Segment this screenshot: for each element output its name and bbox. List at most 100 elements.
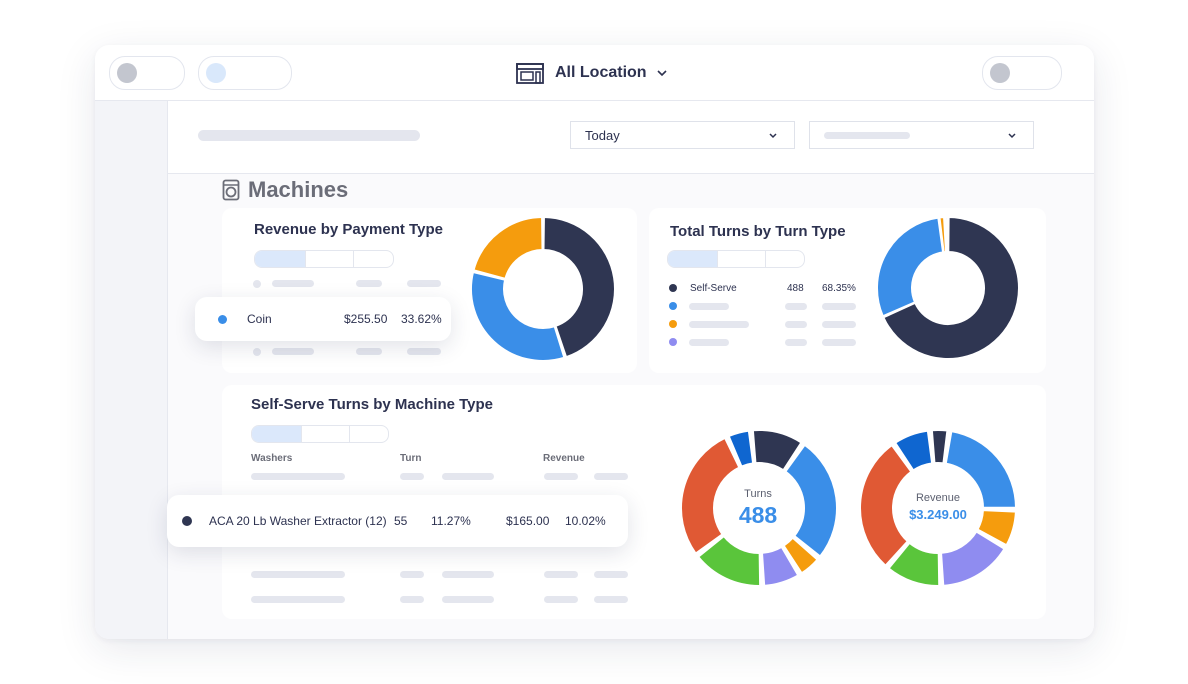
turns-donut-center: Turns 488 — [708, 488, 808, 529]
segment-1[interactable] — [255, 251, 306, 267]
segment-2[interactable] — [306, 251, 354, 267]
location-label: All Location — [555, 64, 647, 81]
segment-3[interactable] — [350, 426, 388, 442]
legend-count-placeholder — [785, 303, 807, 310]
legend-count-placeholder — [785, 339, 807, 346]
legend-dot — [253, 280, 261, 288]
date-select[interactable]: Today — [570, 121, 795, 149]
toggle-right[interactable] — [982, 56, 1062, 90]
row-placeholder — [544, 571, 578, 578]
donut-slice[interactable] — [887, 541, 941, 587]
turns-by-machine-donut — [680, 429, 838, 587]
donut-slice[interactable] — [944, 216, 949, 254]
machine-name: ACA 20 Lb Washer Extractor (12) — [209, 514, 387, 528]
donut-slice[interactable] — [697, 535, 762, 587]
segment-2[interactable] — [718, 251, 766, 267]
donut-slice[interactable] — [859, 444, 913, 567]
segment-3[interactable] — [354, 251, 393, 267]
chevron-down-icon — [1008, 133, 1016, 139]
legend-percent-placeholder — [407, 348, 441, 355]
legend-label-placeholder — [689, 303, 729, 310]
machine-revenue-percent: 10.02% — [565, 514, 606, 528]
section-heading: Machines — [222, 177, 348, 203]
legend-count-placeholder — [785, 321, 807, 328]
segment-1[interactable] — [668, 251, 718, 267]
row-placeholder — [251, 596, 345, 603]
turn-type-donut — [876, 216, 1020, 360]
row-placeholder — [400, 596, 424, 603]
legend-dot-self-serve — [669, 284, 677, 292]
row-placeholder — [400, 571, 424, 578]
revenue-donut-label: Revenue — [915, 492, 961, 504]
revenue-donut-value: $3.249.00 — [909, 507, 967, 522]
donut-slice[interactable] — [784, 443, 838, 558]
row-placeholder — [544, 596, 578, 603]
toggle-knob — [206, 63, 226, 83]
legend-amount-placeholder — [356, 348, 382, 355]
donut-slice[interactable] — [680, 436, 741, 555]
toggle-secondary[interactable] — [198, 56, 292, 90]
donut-slice[interactable] — [894, 429, 934, 472]
donut-slice[interactable] — [930, 429, 949, 465]
donut-slice[interactable] — [782, 536, 819, 575]
segmented-control[interactable] — [254, 250, 394, 268]
machine-turn-percent: 11.27% — [431, 514, 471, 528]
top-bar: All Location — [95, 45, 1094, 101]
donut-slice[interactable] — [940, 530, 1006, 587]
machine-revenue: $165.00 — [506, 514, 550, 528]
donut-slice[interactable] — [751, 429, 803, 472]
donut-slice[interactable] — [876, 216, 945, 318]
highlighted-machine-row[interactable]: ACA 20 Lb Washer Extractor (12) 55 11.27… — [167, 495, 628, 547]
donut-slice[interactable] — [761, 545, 800, 587]
segment-2[interactable] — [302, 426, 350, 442]
location-selector[interactable]: All Location — [515, 59, 667, 87]
donut-slice[interactable] — [882, 216, 1020, 360]
tooltip-amount: $255.50 — [344, 312, 388, 326]
revenue-donut-center: Revenue $3.249.00 — [878, 492, 998, 522]
app-window: All Location Today Machines Re — [95, 45, 1094, 639]
washer-icon — [222, 179, 240, 201]
column-header-revenue: Revenue — [543, 453, 585, 464]
sidebar — [95, 101, 168, 639]
filter-bar: Today — [168, 101, 1094, 174]
revenue-by-machine-donut — [859, 429, 1017, 587]
row-placeholder — [594, 596, 628, 603]
row-placeholder — [251, 473, 345, 480]
store-icon — [516, 63, 544, 84]
chevron-down-icon — [769, 133, 777, 139]
legend-dot-2 — [669, 302, 677, 310]
secondary-select[interactable] — [809, 121, 1034, 149]
donut-slice[interactable] — [470, 271, 566, 362]
donut-slice[interactable] — [727, 429, 755, 468]
legend-dot-4 — [669, 338, 677, 346]
legend-label-placeholder — [689, 339, 729, 346]
date-select-value: Today — [585, 127, 620, 143]
donut-slice[interactable] — [976, 509, 1017, 547]
donut-slice[interactable] — [472, 216, 544, 280]
segmented-control[interactable] — [667, 250, 805, 268]
segment-3[interactable] — [766, 251, 804, 267]
breadcrumb-placeholder — [198, 130, 420, 141]
row-placeholder — [594, 571, 628, 578]
segment-1[interactable] — [252, 426, 302, 442]
coin-tooltip: Coin $255.50 33.62% — [195, 297, 451, 341]
donut-slice[interactable] — [944, 430, 1017, 509]
chevron-down-icon — [656, 70, 667, 77]
legend-label: Self-Serve — [690, 283, 737, 294]
machine-color-dot — [182, 516, 192, 526]
legend-label-placeholder — [272, 280, 314, 287]
toggle-knob — [117, 63, 137, 83]
card-title: Revenue by Payment Type — [254, 221, 443, 238]
legend-percent: 68.35% — [822, 283, 856, 294]
segmented-control[interactable] — [251, 425, 389, 443]
column-header-turn: Turn — [400, 453, 422, 464]
select-placeholder — [824, 131, 910, 139]
legend-percent-placeholder — [822, 339, 856, 346]
legend-dot — [253, 348, 261, 356]
row-placeholder — [442, 473, 494, 480]
donut-slice[interactable] — [542, 216, 616, 359]
row-placeholder — [251, 571, 345, 578]
tooltip-percent: 33.62% — [401, 312, 442, 326]
toggle-left[interactable] — [109, 56, 185, 90]
legend-label-placeholder — [272, 348, 314, 355]
